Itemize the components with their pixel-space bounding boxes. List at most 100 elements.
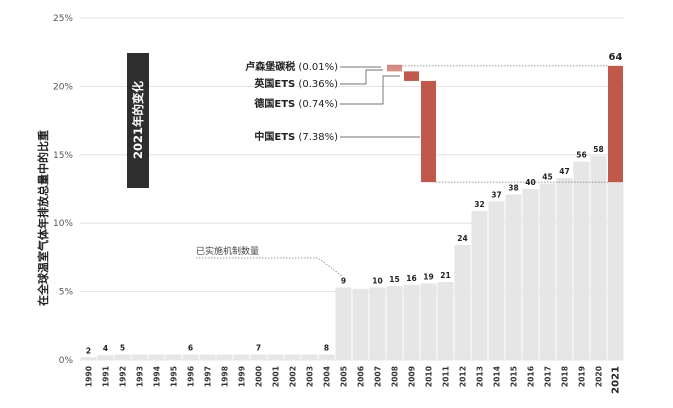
data-label: 56 (576, 151, 586, 160)
x-tick-label: 1999 (238, 366, 247, 387)
x-tick-label: 1996 (187, 366, 196, 387)
x-tick-label: 2007 (374, 366, 383, 387)
bar (182, 354, 199, 360)
data-label: 45 (542, 173, 552, 182)
x-tick-label: 1998 (221, 366, 230, 387)
x-tick-label: 2002 (289, 366, 298, 387)
y-axis-label: 在全球温室气体年排放总量中的比重 (36, 130, 50, 306)
x-tick-label: 1993 (136, 366, 145, 387)
bar (352, 288, 369, 360)
x-tick-label: 2018 (561, 366, 570, 387)
x-tick-label: 2010 (425, 366, 434, 387)
y-tick-label: 0% (59, 356, 74, 366)
annotations: 2021年的变化 卢森堡碳税 (0.01%) 英国ETS (0.36%) 德国ETS … (127, 53, 420, 277)
data-label: 9 (341, 276, 346, 285)
x-tick-label: 1990 (85, 366, 94, 387)
bar (369, 287, 386, 360)
data-label: 6 (188, 344, 193, 353)
waterfall-bars (387, 64, 623, 183)
data-label: 8 (324, 344, 329, 353)
x-tick-label: 2006 (357, 366, 366, 387)
x-tick-label: 2013 (476, 366, 485, 387)
data-label: 5 (120, 344, 125, 353)
bar (590, 156, 607, 360)
bar (318, 354, 335, 360)
note-leader (196, 257, 343, 277)
x-tick-label: 2014 (493, 366, 502, 387)
bar (386, 286, 403, 360)
x-tick-label: 2005 (340, 366, 349, 387)
waterfall-label: 卢森堡碳税 (0.01%) (245, 60, 338, 73)
waterfall-bar-china-ets (421, 80, 436, 183)
waterfall-label: 英国ETS (0.36%) (253, 77, 338, 90)
data-label: 32 (474, 200, 484, 209)
x-tick-label: 2009 (408, 366, 417, 387)
data-label: 16 (406, 274, 416, 283)
data-label: 2 (86, 346, 91, 355)
bar (454, 245, 471, 360)
x-tick-label: 2020 (595, 366, 604, 387)
x-tick-label: 2012 (459, 366, 468, 387)
x-tick-label: 1994 (153, 366, 162, 387)
bar (80, 357, 97, 360)
bar (573, 161, 590, 360)
bar (233, 354, 250, 360)
bar (148, 354, 165, 360)
data-label: 21 (440, 271, 450, 280)
bars (80, 156, 624, 360)
data-label: 24 (457, 234, 467, 243)
y-tick-labels: 0% 5% 10% 15% 20% 25% (53, 14, 73, 366)
x-tick-label: 1991 (102, 366, 111, 387)
bar (284, 354, 301, 360)
x-tick-label: 2004 (323, 366, 332, 387)
bar (607, 182, 624, 360)
x-tick-label: 2008 (391, 366, 400, 387)
data-label: 47 (559, 167, 569, 176)
data-label: 64 (609, 52, 623, 63)
data-label: 15 (389, 275, 399, 284)
x-tick-label: 2019 (578, 366, 587, 387)
final-bar-2021 (608, 65, 623, 183)
data-label: 7 (256, 344, 261, 353)
bar (250, 354, 267, 360)
y-tick-label: 5% (59, 288, 74, 298)
bar (505, 194, 522, 360)
x-tick-label: 1995 (170, 366, 179, 387)
x-tick-label: 1997 (204, 366, 213, 387)
x-tick-label: 2016 (527, 366, 536, 387)
leader-line (340, 75, 400, 105)
y-tick-label: 25% (53, 14, 73, 24)
leader-line (340, 69, 383, 85)
x-tick-labels: 1990 1991 1992 1993 1994 1995 1996 1997 1998 1999… (85, 366, 622, 394)
data-label: 38 (508, 183, 518, 192)
data-label: 10 (372, 276, 382, 285)
x-tick-label: 2017 (544, 366, 553, 387)
bar (199, 354, 216, 360)
data-label: 19 (423, 272, 433, 281)
bar (539, 183, 556, 360)
note-text: 已实施机制数量 (196, 245, 259, 257)
bar (114, 354, 131, 360)
bar (301, 354, 318, 360)
x-tick-label: 2000 (255, 366, 264, 387)
bar (165, 354, 182, 360)
bar (403, 284, 420, 360)
callout-box (127, 53, 149, 188)
x-tick-label: 2021 (611, 366, 622, 394)
bar (471, 210, 488, 360)
waterfall-label: 德国ETS (0.74%) (253, 97, 338, 110)
data-label: 58 (593, 145, 603, 154)
data-label: 40 (525, 178, 535, 187)
bar (522, 189, 539, 360)
data-label: 37 (491, 190, 501, 199)
x-tick-label: 2001 (272, 366, 281, 387)
bar (267, 354, 284, 360)
bar (420, 283, 437, 360)
bar (131, 354, 148, 360)
x-tick-label: 2003 (306, 366, 315, 387)
waterfall-bar-luxembourg (387, 64, 402, 66)
bar (216, 354, 233, 360)
x-tick-label: 1992 (119, 366, 128, 387)
bar (437, 282, 454, 360)
